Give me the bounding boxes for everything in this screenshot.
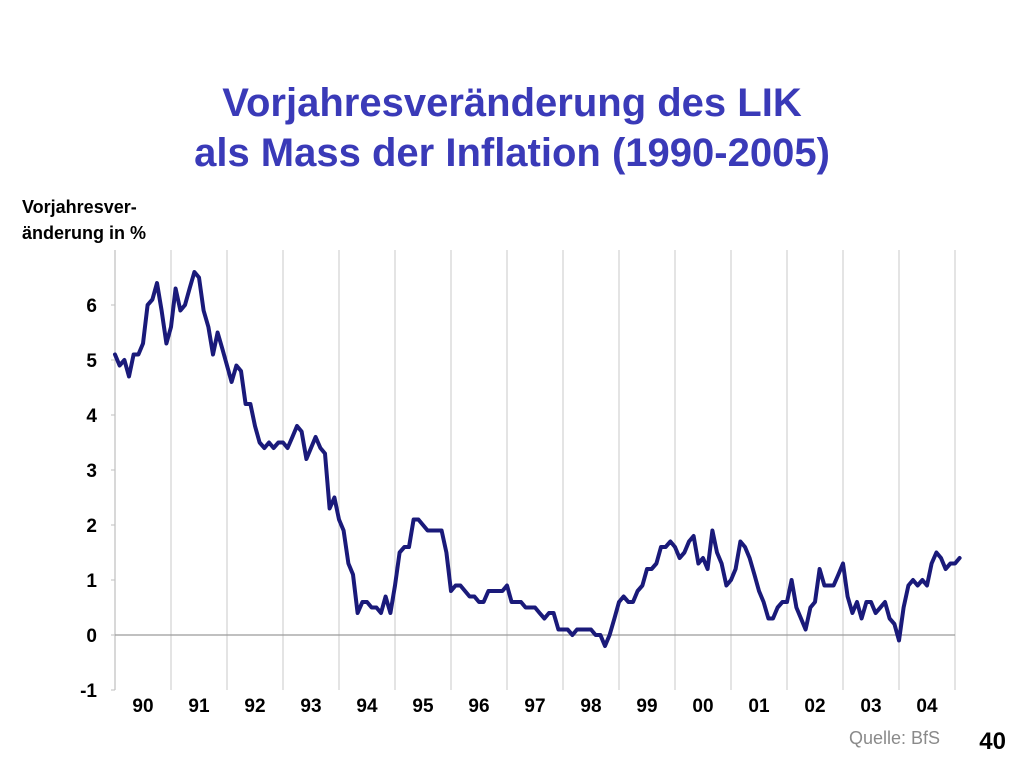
- y-tick-label: -1: [80, 681, 97, 702]
- x-tick-label: 93: [300, 696, 321, 717]
- chart-title: Vorjahresveränderung des LIK als Mass de…: [0, 78, 1024, 178]
- x-tick-label: 99: [636, 696, 657, 717]
- y-axis-label-line-2: änderung in %: [22, 223, 147, 243]
- y-tick-label: 1: [86, 571, 97, 592]
- x-tick-label: 98: [580, 696, 601, 717]
- y-axis-label-line-1: Vorjahresver-: [22, 197, 137, 217]
- y-tick-label: 6: [86, 296, 97, 317]
- series-line-lik-inflation: [113, 270, 962, 648]
- x-tick-label: 96: [468, 696, 489, 717]
- x-tick-label: 01: [748, 696, 770, 717]
- x-tick-label: 00: [692, 696, 713, 717]
- x-tick-label: 95: [412, 696, 434, 717]
- y-tick-label: 2: [86, 516, 97, 537]
- chart-title-line-1: Vorjahresveränderung des LIK: [222, 81, 802, 125]
- x-tick-label: 91: [188, 696, 210, 717]
- source-note: Quelle: BfS: [848, 728, 940, 748]
- x-tick-label: 02: [804, 696, 825, 717]
- y-tick-label: 5: [86, 351, 97, 372]
- y-axis-label: Vorjahresver- änderung in %: [22, 194, 146, 246]
- y-tick-label: 0: [86, 626, 97, 647]
- y-tick-label: 4: [86, 406, 97, 427]
- x-tick-label: 97: [524, 696, 545, 717]
- x-tick-label: 04: [916, 696, 938, 717]
- y-tick-label: 3: [86, 461, 97, 482]
- x-tick-label: 90: [132, 696, 153, 717]
- x-tick-label: 92: [244, 696, 265, 717]
- x-tick-label: 03: [860, 696, 881, 717]
- chart-title-line-2: als Mass der Inflation (1990-2005): [194, 131, 830, 175]
- page-number: 40: [979, 728, 1006, 755]
- x-tick-label: 94: [356, 696, 378, 717]
